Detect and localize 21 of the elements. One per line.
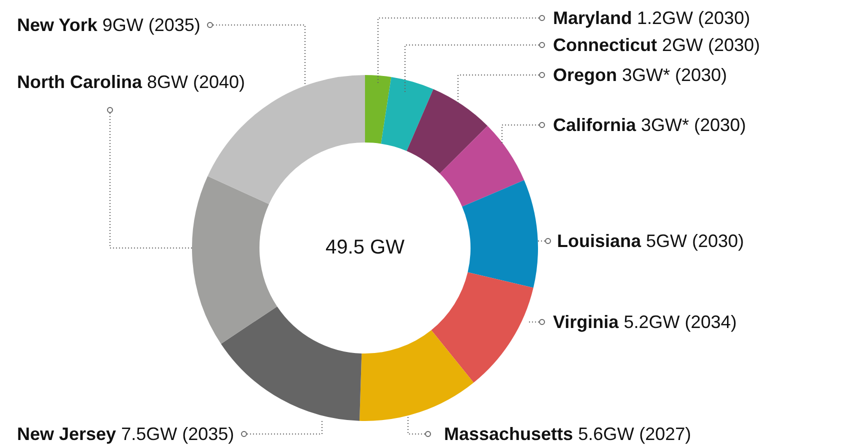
data-label: 5.2GW (2034) <box>624 312 737 332</box>
data-label: 5GW (2030) <box>646 231 744 251</box>
slice-label: Maryland <box>553 8 632 28</box>
slice-label: North Carolina <box>17 72 142 92</box>
data-label: 9GW (2035) <box>102 15 200 35</box>
slice-label: California <box>553 115 636 135</box>
data-label: 1.2GW (2030) <box>637 8 750 28</box>
slice-label: Louisiana <box>557 231 642 251</box>
slice-label: Virginia <box>553 312 619 332</box>
slice-label: Massachusetts <box>444 424 574 444</box>
text: 49.5 GW <box>326 236 404 260</box>
data-label: 7.5GW (2035) <box>121 424 234 444</box>
data-label: 3GW* (2030) <box>622 65 728 85</box>
data-label: 2GW (2030) <box>662 35 760 55</box>
data-label: 5.6GW (2027) <box>578 424 692 444</box>
data-label: 8GW (2040) <box>147 72 246 92</box>
slice-label: Connecticut <box>553 35 658 55</box>
slice-label: New York <box>17 15 98 35</box>
data-label: 3GW* (2030) <box>641 115 746 135</box>
slice-label: New Jersey <box>17 424 116 444</box>
slice-label: Oregon <box>553 65 618 85</box>
